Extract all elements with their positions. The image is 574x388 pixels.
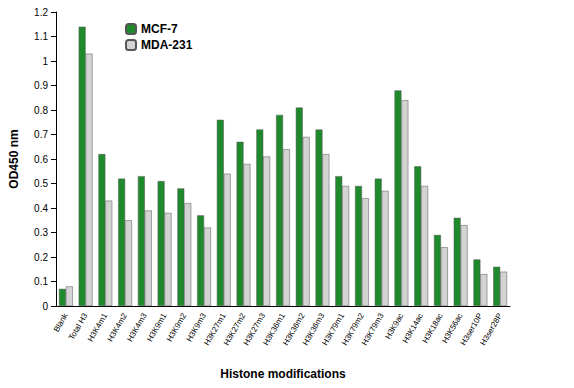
- svg-text:0.9: 0.9: [34, 80, 48, 91]
- svg-text:H3K27m3: H3K27m3: [241, 311, 268, 347]
- svg-text:H3K4m1: H3K4m1: [85, 311, 110, 344]
- svg-text:0: 0: [42, 301, 48, 312]
- svg-text:0.7: 0.7: [34, 129, 48, 140]
- svg-text:0.6: 0.6: [34, 154, 48, 165]
- svg-text:H3ser10P: H3ser10P: [458, 311, 485, 347]
- svg-text:0.3: 0.3: [34, 227, 48, 238]
- svg-text:H3K9m1: H3K9m1: [145, 311, 169, 344]
- svg-text:1.2: 1.2: [34, 7, 48, 18]
- svg-text:H3K18ac: H3K18ac: [420, 311, 445, 345]
- svg-text:Blank: Blank: [52, 312, 70, 334]
- svg-text:0.5: 0.5: [34, 178, 48, 189]
- svg-text:1.1: 1.1: [34, 31, 48, 42]
- svg-text:H3ser28P: H3ser28P: [478, 312, 504, 347]
- svg-text:H3K4m3: H3K4m3: [125, 311, 149, 344]
- svg-text:H3K79m2: H3K79m2: [340, 311, 366, 347]
- svg-text:H3K79m1: H3K79m1: [320, 311, 347, 347]
- svg-text:MCF-7: MCF-7: [141, 22, 178, 36]
- svg-text:Total H3: Total H3: [67, 311, 90, 342]
- svg-text:1: 1: [42, 56, 48, 67]
- svg-text:0.4: 0.4: [34, 203, 48, 214]
- svg-text:0.8: 0.8: [34, 105, 48, 116]
- svg-text:H3K79m3: H3K79m3: [360, 311, 386, 347]
- svg-text:H3K9ac: H3K9ac: [383, 311, 406, 341]
- svg-text:H3K9m2: H3K9m2: [164, 311, 189, 344]
- svg-text:H3K56ac: H3K56ac: [440, 311, 465, 345]
- svg-text:H3K4m2: H3K4m2: [105, 311, 129, 344]
- svg-text:0.1: 0.1: [34, 276, 48, 287]
- svg-text:H3K14ac: H3K14ac: [400, 311, 426, 345]
- svg-text:0.2: 0.2: [34, 252, 48, 263]
- svg-text:H3K36m2: H3K36m2: [281, 311, 307, 347]
- svg-text:H3K27m1: H3K27m1: [202, 311, 228, 347]
- svg-text:OD450 nm: OD450 nm: [7, 129, 21, 188]
- svg-text:Histone modifications: Histone modifications: [220, 367, 346, 381]
- svg-text:H3K36m3: H3K36m3: [300, 311, 327, 347]
- svg-text:H3K9m3: H3K9m3: [184, 311, 208, 344]
- svg-text:H3K27m2: H3K27m2: [221, 311, 248, 347]
- svg-text:H3K36m1: H3K36m1: [261, 311, 287, 347]
- svg-text:MDA-231: MDA-231: [141, 38, 193, 52]
